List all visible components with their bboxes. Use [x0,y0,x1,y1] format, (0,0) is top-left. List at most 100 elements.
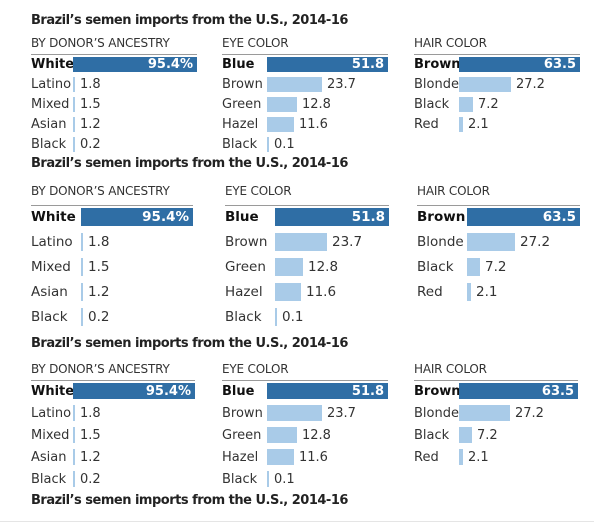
category-label: Black [31,309,68,326]
category-label: Green [222,97,262,112]
bar [459,77,511,92]
value-label: 12.8 [308,259,339,276]
value-label: 0.2 [80,137,101,152]
category-label: Black [414,427,450,443]
category-label: Brown [414,57,461,72]
category-label: Latino [31,77,72,92]
category-label: Green [225,259,266,276]
category-label: Green [222,427,262,443]
bar [81,233,83,251]
category-label: Mixed [31,427,70,443]
panel-title: EYE COLOR [222,36,289,50]
category-label: Blonde [414,77,459,92]
value-label: 1.2 [88,284,110,301]
category-label: Blonde [417,234,464,251]
bar [81,258,83,276]
bar [467,283,471,301]
value-label: 95.4% [147,57,193,72]
category-label: Latino [31,405,72,421]
value-label: 11.6 [306,284,337,301]
bottom-divider [0,521,594,522]
category-label: White [31,209,76,226]
value-label: 95.4% [145,383,191,399]
value-label: 1.5 [80,427,101,443]
category-label: Asian [31,449,67,465]
panel-rule [225,205,389,206]
category-label: Latino [31,234,73,251]
bar [267,427,297,443]
value-label: 27.2 [520,234,551,251]
value-label: 1.8 [80,77,101,92]
value-label: 63.5 [542,209,576,226]
value-label: 0.1 [274,471,295,487]
value-label: 1.8 [88,234,110,251]
value-label: 1.5 [80,97,101,112]
bar [275,258,303,276]
panel-rule [417,205,580,206]
value-label: 95.4% [142,209,189,226]
bar [73,405,75,421]
panel-title: BY DONOR’S ANCESTRY [31,184,170,198]
chart-title: Brazil’s semen imports from the U.S., 20… [31,156,348,171]
category-label: Red [417,284,443,301]
bar [467,233,515,251]
bar [73,449,75,465]
value-label: 23.7 [327,405,356,421]
category-label: White [31,57,75,72]
bar [275,308,277,326]
bar [459,117,463,132]
panel-rule [414,54,580,55]
category-label: Hazel [225,284,263,301]
bar [73,383,195,399]
category-label: Brown [222,77,263,92]
bar [267,57,388,72]
bar [459,405,510,421]
bar [73,117,75,132]
panel-rule [31,380,195,381]
category-label: Black [222,137,258,152]
category-label: Asian [31,117,67,132]
bar [267,405,322,421]
value-label: 12.8 [302,427,331,443]
panel-title: EYE COLOR [225,184,292,198]
category-label: Red [414,449,439,465]
bar [73,97,75,112]
bar [459,97,473,112]
value-label: 1.5 [88,259,110,276]
bar [81,208,193,226]
bar [73,427,75,443]
value-label: 1.2 [80,449,101,465]
value-label: 51.8 [351,57,384,72]
panel-rule [414,380,578,381]
value-label: 1.8 [80,405,101,421]
value-label: 2.1 [468,449,489,465]
value-label: 63.5 [543,57,576,72]
bar [467,208,580,226]
bar [267,471,269,487]
panel-title: HAIR COLOR [414,36,487,50]
panel-title: BY DONOR’S ANCESTRY [31,36,170,50]
value-label: 11.6 [299,117,328,132]
bar [73,57,197,72]
bar [459,383,578,399]
panel-rule [31,205,193,206]
value-label: 23.7 [327,77,356,92]
category-label: Blue [225,209,259,226]
value-label: 23.7 [332,234,363,251]
value-label: 27.2 [516,77,545,92]
panel-rule [222,54,388,55]
value-label: 2.1 [468,117,489,132]
bar [73,77,75,92]
bar [81,283,83,301]
value-label: 51.8 [351,209,385,226]
panel-title: BY DONOR’S ANCESTRY [31,362,170,376]
bar [73,137,75,152]
bar [275,233,327,251]
value-label: 0.2 [80,471,101,487]
category-label: Black [222,471,258,487]
category-label: Hazel [222,449,259,465]
value-label: 2.1 [476,284,498,301]
category-label: Black [225,309,262,326]
bar [267,137,269,152]
category-label: Blonde [414,405,459,421]
